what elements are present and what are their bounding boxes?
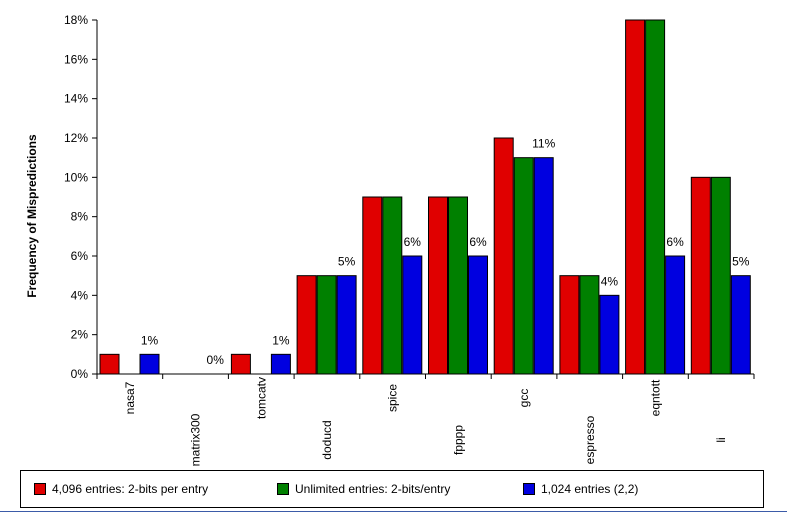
y-axis-label: Frequency of Mispredictions xyxy=(25,134,39,298)
bar-green xyxy=(448,196,468,375)
legend-item-4096: 4,096 entries: 2-bits per entry xyxy=(34,482,208,496)
legend-swatch-blue xyxy=(523,483,535,495)
bar-blue xyxy=(665,255,686,375)
chart: Frequency of Mispredictions 0% 2% 4% 6% 8% 10… xyxy=(25,13,755,466)
legend-label: Unlimited entries: 2-bits/entry xyxy=(295,482,451,496)
y-tick-label: 6% xyxy=(71,249,89,263)
legend: 4,096 entries: 2-bits per entry Unlimite… xyxy=(20,470,764,508)
data-label: 4% xyxy=(601,274,619,288)
data-label: 6% xyxy=(666,235,684,249)
legend-item-unlimited: Unlimited entries: 2-bits/entry xyxy=(277,482,450,496)
bar-red xyxy=(428,196,448,375)
y-tick-label: 8% xyxy=(71,210,89,224)
bar-red xyxy=(625,19,646,375)
legend-swatch-green xyxy=(277,483,289,495)
y-axis: 0% 2% 4% 6% 8% 10% 12% 14% 16% 18% xyxy=(64,13,98,381)
x-tick-label: gcc xyxy=(517,389,531,408)
bar-blue xyxy=(270,353,291,375)
bar-red xyxy=(493,137,514,375)
x-tick-label: matrix300 xyxy=(189,413,203,466)
legend-label: 4,096 entries: 2-bits per entry xyxy=(52,482,209,496)
data-label: 1% xyxy=(141,333,159,347)
x-axis: nasa7 matrix300 tomcatv doducd spice fpppp gcc… xyxy=(96,373,755,466)
bar-red xyxy=(690,176,711,375)
bar-blue xyxy=(599,294,620,375)
footer-divider xyxy=(0,511,787,512)
bar-green xyxy=(579,275,600,375)
bar-green xyxy=(645,19,666,375)
y-tick-label: 4% xyxy=(71,288,89,302)
legend-label: 1,024 entries (2,2) xyxy=(541,482,639,496)
data-label: 6% xyxy=(469,235,487,249)
bar-red xyxy=(230,353,251,375)
y-tick-label: 18% xyxy=(64,13,88,27)
bar-red xyxy=(362,196,383,375)
bar-blue xyxy=(533,157,554,375)
bar-green xyxy=(513,157,534,375)
bar-blue xyxy=(336,275,357,375)
data-label: 5% xyxy=(338,255,356,269)
data-label: 11% xyxy=(532,137,555,151)
x-tick-label: eqntott xyxy=(648,379,662,416)
bar-blue xyxy=(468,255,488,375)
data-label: 1% xyxy=(272,333,290,347)
data-label: 6% xyxy=(404,235,422,249)
y-tick-label: 14% xyxy=(64,92,88,106)
bar-blue xyxy=(402,255,423,375)
x-tick-label: fpppp xyxy=(451,425,465,455)
x-tick-label: tomcatv xyxy=(254,377,268,419)
y-tick-label: 12% xyxy=(64,131,88,145)
bar-red xyxy=(559,275,580,375)
x-tick-label: li xyxy=(714,437,728,442)
bar-green xyxy=(316,275,337,375)
y-tick-label: 2% xyxy=(71,328,89,342)
bar-red xyxy=(99,353,120,375)
data-label: 0% xyxy=(207,353,225,367)
data-labels: 1% 0% 1% 5% 6% 6% 11% 4% 6% 5% xyxy=(141,137,750,367)
x-tick-label: nasa7 xyxy=(123,381,137,414)
legend-item-1024: 1,024 entries (2,2) xyxy=(523,482,638,496)
bar-green xyxy=(382,196,403,375)
x-tick-label: espresso xyxy=(583,415,597,464)
legend-swatch-red xyxy=(34,483,46,495)
x-tick-label: doducd xyxy=(320,420,334,459)
y-tick-label: 16% xyxy=(64,52,88,66)
bar-blue xyxy=(730,275,751,375)
bar-red xyxy=(296,275,317,375)
data-label: 5% xyxy=(732,255,750,269)
x-tick-label: spice xyxy=(386,384,400,412)
bars xyxy=(99,19,751,375)
bar-blue xyxy=(139,353,160,375)
y-tick-label: 0% xyxy=(71,367,89,381)
bar-green xyxy=(710,176,731,375)
y-tick-label: 10% xyxy=(64,170,88,184)
